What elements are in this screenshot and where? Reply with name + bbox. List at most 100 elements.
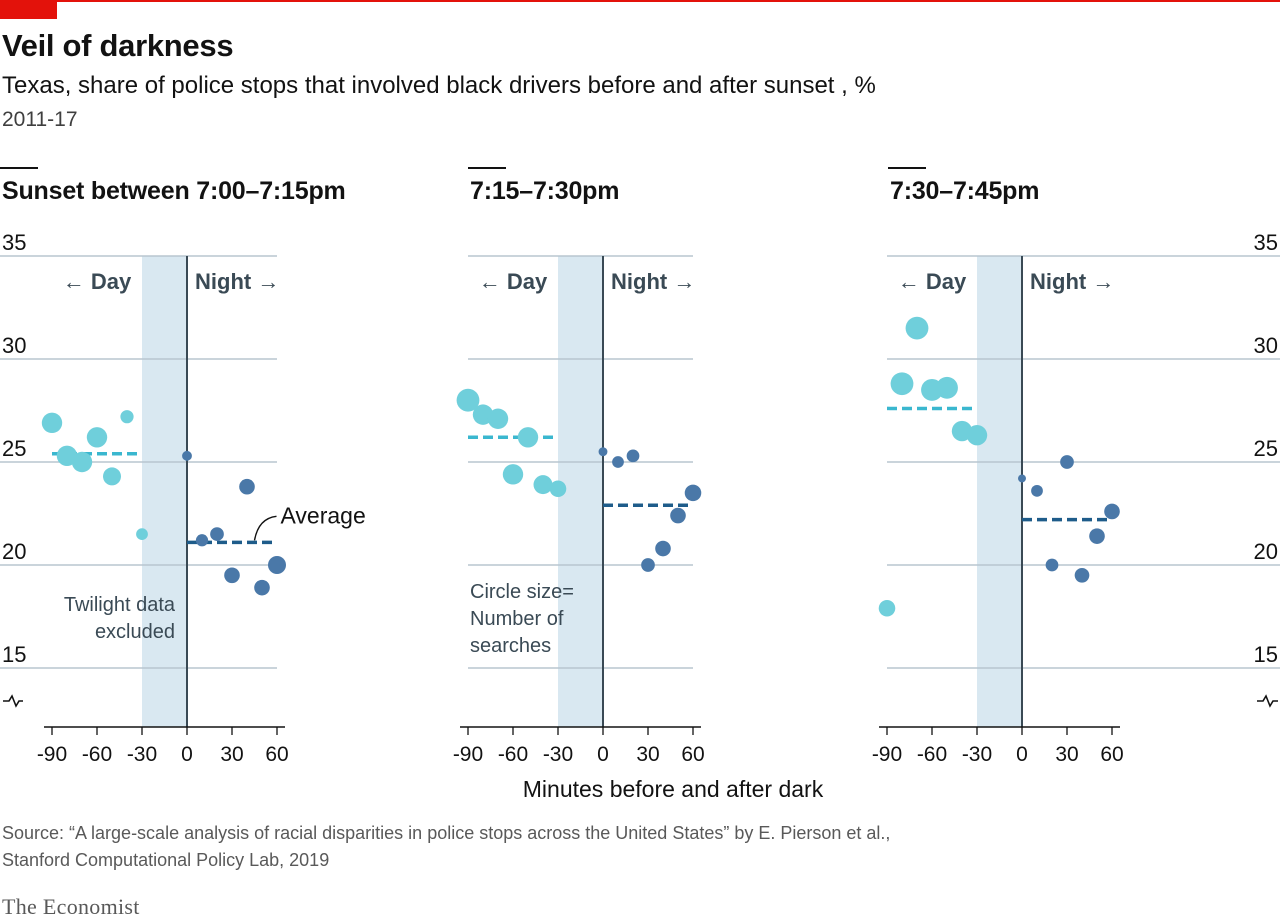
y-tick-label-left: 25 <box>2 436 26 461</box>
economist-logo: The Economist <box>2 894 140 919</box>
x-tick-label: 60 <box>265 743 288 766</box>
day-label: ← Day <box>898 269 967 294</box>
x-tick-label: -30 <box>543 743 573 766</box>
average-pointer <box>253 515 277 541</box>
twilight-band <box>977 256 1022 727</box>
panel-3-plot: -90 -60 -30 0 30 60 ← Day Night → <box>872 255 1280 766</box>
night-point <box>684 484 702 502</box>
night-point <box>1089 528 1105 544</box>
x-tick-label: 60 <box>1100 743 1123 766</box>
y-tick-label-left: 20 <box>2 539 26 564</box>
twilight-note: excluded <box>95 621 175 643</box>
night-point <box>1060 455 1074 469</box>
night-point <box>1018 474 1026 483</box>
day-label: ← Day <box>479 269 548 294</box>
night-point <box>254 579 270 596</box>
night-point <box>195 534 209 547</box>
size-note: Number of <box>470 608 564 630</box>
x-tick-label: -60 <box>82 743 112 766</box>
day-point <box>103 467 121 486</box>
panel-1-rule <box>0 167 38 169</box>
panel-1-plot: -90 -60 -30 0 30 60 ← Day Night → Average Twiligh… <box>0 255 366 766</box>
size-note: searches <box>470 635 551 657</box>
night-point <box>655 540 671 557</box>
night-point <box>224 567 240 584</box>
day-point <box>71 451 93 473</box>
size-note: Circle size= <box>470 581 574 603</box>
day-point <box>549 480 567 498</box>
twilight-note: Twilight data <box>64 594 176 616</box>
night-point <box>598 447 608 457</box>
day-point <box>890 372 914 396</box>
day-point <box>905 316 929 340</box>
y-tick-label-right: 25 <box>1254 436 1278 461</box>
day-point <box>456 388 480 412</box>
x-tick-label: -30 <box>962 743 992 766</box>
chart-subtitle: Texas, share of police stops that involv… <box>2 72 876 99</box>
x-tick-label: 30 <box>636 743 659 766</box>
night-point <box>1031 484 1043 497</box>
day-point <box>966 425 988 446</box>
night-point <box>1104 503 1120 520</box>
chart-title: Veil of darkness <box>2 28 234 63</box>
day-point <box>136 528 148 540</box>
axis-break-right-icon <box>1257 694 1278 708</box>
night-label: Night → <box>1030 269 1114 294</box>
axis-break-left-icon <box>3 694 23 708</box>
y-tick-label-right: 30 <box>1254 333 1278 358</box>
x-tick-label: 30 <box>220 743 243 766</box>
x-tick-label: -90 <box>872 743 902 766</box>
x-tick-label: 30 <box>1055 743 1078 766</box>
y-tick-label-right: 35 <box>1254 230 1278 255</box>
day-point <box>487 408 509 429</box>
x-tick-label: 0 <box>597 743 609 766</box>
night-label: Night → <box>611 269 695 294</box>
day-point <box>86 427 108 448</box>
night-point <box>239 478 255 495</box>
day-point <box>502 464 524 485</box>
chart-date-range: 2011-17 <box>2 108 78 131</box>
night-point <box>670 507 686 524</box>
day-point <box>878 599 896 617</box>
x-tick-label: 0 <box>181 743 193 766</box>
top-red-line <box>0 0 1280 2</box>
y-tick-label-left: 30 <box>2 333 26 358</box>
panel-2-plot: -90 -60 -30 0 30 60 ← Day Night → Circle size= Nu… <box>453 255 705 766</box>
panel-3-rule <box>888 167 926 169</box>
day-point <box>120 410 134 424</box>
night-label: Night → <box>195 269 279 294</box>
y-tick-label-right: 20 <box>1254 539 1278 564</box>
x-tick-label: -90 <box>37 743 67 766</box>
panel-1-title: Sunset between 7:00–7:15pm <box>2 177 346 205</box>
average-label: Average <box>281 502 366 528</box>
night-point <box>182 450 192 461</box>
panel-2-title: 7:15–7:30pm <box>470 177 620 205</box>
source-line-1: Source: “A large-scale analysis of racia… <box>2 823 891 843</box>
night-point <box>210 527 224 541</box>
night-point <box>626 449 640 463</box>
x-tick-label: 60 <box>681 743 704 766</box>
day-point <box>41 412 63 434</box>
night-point <box>1045 558 1059 572</box>
x-tick-label: 0 <box>1016 743 1028 766</box>
panel-2-rule <box>468 167 506 169</box>
x-tick-label: -30 <box>127 743 157 766</box>
panel-3-title: 7:30–7:45pm <box>890 177 1040 205</box>
night-point <box>1074 567 1090 583</box>
day-point <box>517 427 539 448</box>
y-tick-label-left: 35 <box>2 230 26 255</box>
day-point <box>936 376 958 399</box>
economist-red-tag <box>0 0 57 19</box>
x-tick-label: -60 <box>917 743 947 766</box>
x-tick-label: -90 <box>453 743 483 766</box>
y-tick-label-right: 15 <box>1254 642 1278 667</box>
day-label: ← Day <box>63 269 132 294</box>
y-tick-label-left: 15 <box>2 642 26 667</box>
x-axis-title: Minutes before and after dark <box>523 776 824 802</box>
night-point <box>641 558 655 572</box>
x-tick-label: -60 <box>498 743 528 766</box>
day-point <box>533 475 553 495</box>
night-point <box>268 556 286 574</box>
night-point <box>612 456 624 468</box>
